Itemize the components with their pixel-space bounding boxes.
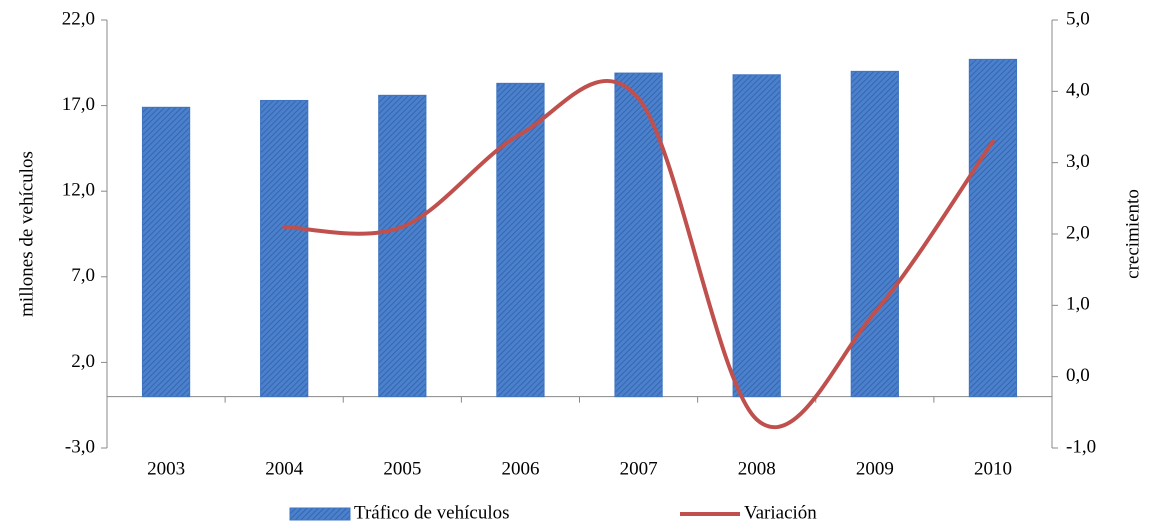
y2-tick-label: 2,0 [1066, 222, 1090, 243]
bar [141, 106, 191, 398]
y-tick-label: 22,0 [62, 8, 95, 29]
x-tick-label: 2009 [856, 458, 894, 479]
x-tick-label: 2005 [383, 458, 421, 479]
x-tick-label: 2008 [738, 458, 776, 479]
x-tick-label: 2010 [974, 458, 1012, 479]
x-tick-label: 2006 [501, 458, 539, 479]
y2-tick-label: 5,0 [1066, 8, 1090, 29]
y2-tick-label: -1,0 [1066, 436, 1096, 457]
y2-axis-label: crecimiento [1122, 189, 1143, 279]
y-tick-label: 2,0 [71, 351, 95, 372]
bar [378, 94, 427, 398]
y2-tick-label: 1,0 [1066, 294, 1090, 315]
x-tick-label: 2007 [620, 458, 658, 479]
x-tick-label: 2004 [265, 458, 304, 479]
bar [732, 74, 781, 398]
bar [496, 82, 545, 398]
legend-swatch [289, 507, 351, 521]
y-tick-label: 17,0 [62, 94, 95, 115]
y-tick-label: 7,0 [71, 265, 95, 286]
y2-tick-label: 0,0 [1066, 365, 1090, 386]
legend-label: Variación [744, 502, 817, 523]
x-tick-label: 2003 [147, 458, 185, 479]
y2-tick-label: 4,0 [1066, 80, 1090, 101]
legend-label: Tráfico de vehículos [354, 502, 510, 523]
bar [260, 99, 309, 398]
bar [968, 58, 1018, 398]
y-tick-label: 12,0 [62, 180, 95, 201]
bar [614, 72, 663, 398]
bar [850, 70, 899, 398]
y2-tick-label: 3,0 [1066, 151, 1090, 172]
line [282, 79, 995, 430]
y-tick-label: -3,0 [65, 436, 95, 457]
y-axis-label: millones de vehículos [16, 151, 37, 317]
